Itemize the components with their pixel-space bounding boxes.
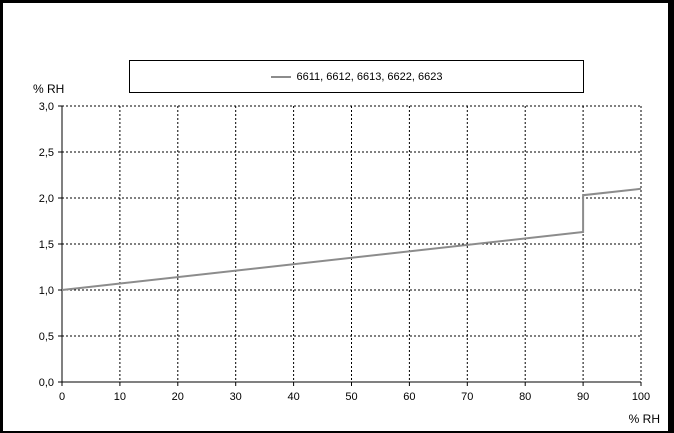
x-tick-label: 60 [403, 391, 415, 403]
x-tick-label: 90 [577, 391, 589, 403]
y-tick-label: 2,5 [39, 147, 54, 159]
x-axis-title: % RH [629, 412, 660, 426]
y-tick-label: 2,0 [39, 193, 54, 205]
tick-labels: 0 10 20 30 40 50 60 70 80 90 100 0,0 0,5 1,0 1,5 2,0 2,5… [39, 101, 650, 403]
x-tick-label: 80 [519, 391, 531, 403]
x-tick-label: 100 [632, 391, 650, 403]
x-tick-label: 70 [461, 391, 473, 403]
grid-lines [62, 105, 642, 382]
legend-label: 6611, 6612, 6613, 6622, 6623 [296, 70, 443, 83]
series-lines [61, 187, 642, 291]
y-tick-label: 1,5 [39, 239, 54, 251]
x-tick-label: 0 [59, 391, 65, 403]
axes [58, 105, 642, 386]
y-tick-label: 0,5 [39, 331, 54, 343]
legend-swatch [270, 75, 291, 78]
y-tick-label: 1,0 [39, 285, 54, 297]
y-axis-title: % RH [33, 82, 64, 96]
legend: 6611, 6612, 6613, 6622, 6623 [129, 60, 584, 93]
y-tick-label: 0,0 [39, 377, 54, 389]
x-tick-label: 40 [287, 391, 299, 403]
x-tick-label: 30 [230, 391, 242, 403]
x-tick-label: 10 [114, 391, 126, 403]
x-tick-label: 50 [345, 391, 357, 403]
x-tick-label: 20 [172, 391, 184, 403]
series-line [61, 187, 642, 291]
y-tick-label: 3,0 [39, 101, 54, 113]
